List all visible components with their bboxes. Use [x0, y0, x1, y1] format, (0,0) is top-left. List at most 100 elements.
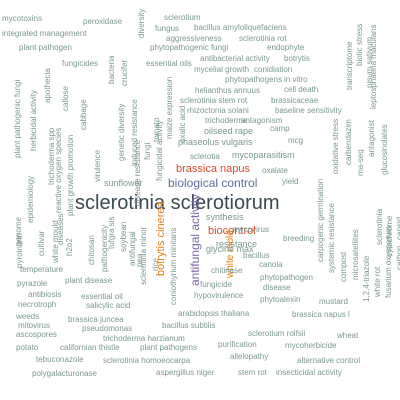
- word-white-rot: white rot: [373, 266, 382, 297]
- word-mustard: mustard: [319, 297, 348, 306]
- word-biological-control: biological control: [168, 176, 258, 190]
- word-oxalic-acid: oxalic acid: [178, 105, 187, 143]
- word-trichoderma: trichoderma: [205, 116, 248, 125]
- word-tebuconazole: tebuconazole: [36, 355, 84, 364]
- word-temperature: temperature: [20, 265, 64, 274]
- word-phytopathogens: phytopathogens: [225, 75, 282, 84]
- word-antibacterial-activity: antibacterial activity: [200, 54, 270, 63]
- word-potato: potato: [16, 343, 39, 352]
- word-helianthus-annuus: helianthus annuus: [195, 86, 260, 95]
- word-pyroinitrin: pyroinitrin: [15, 233, 24, 268]
- word-sclerotium-rolfsii: sclerotium rolfsii: [248, 329, 306, 338]
- word-antifungal-activity: antifungal activity: [188, 193, 202, 286]
- word-bacillus-subtilis: bacillus subtilis: [162, 321, 216, 330]
- word-oxalate: oxalate: [262, 166, 288, 175]
- word-phytopathogen: phytopathogen: [260, 273, 313, 282]
- word-transcriptome: transcriptome: [345, 41, 354, 90]
- word-disease: disease: [263, 283, 291, 292]
- word-necrotroph: necrotroph: [18, 300, 57, 309]
- word-coniothyrium-minitans: coniothyrium minitans: [169, 227, 178, 305]
- word-antagonist: antagonist: [367, 120, 376, 157]
- word-hypovirulence: hypovirulence: [194, 291, 244, 300]
- word-wheat: wheat: [337, 331, 359, 340]
- word-fungicides: fungicides: [62, 59, 99, 68]
- word-phytopathogenic-fungi: phytopathogenic fungi: [150, 43, 229, 52]
- word-conidiation: conidiation: [254, 65, 293, 74]
- word-systemic-resistance: systemic resistance: [327, 203, 336, 273]
- word-sclerotinia-homoeocarpa: sclerotinia homoeocarpa: [103, 356, 191, 365]
- word-fungi: fungi: [143, 142, 152, 160]
- word-leptosphaeria-maculans: leptosphaeria maculans: [369, 24, 378, 110]
- word-sclerotinia: sclerotinia: [375, 208, 384, 245]
- word-sclerotia: sclerotia: [190, 152, 220, 161]
- word-sclerotium: sclerotium: [164, 13, 201, 22]
- word-phytoalexin: phytoalexin: [260, 295, 301, 304]
- word-essential-oils: essential oils: [146, 59, 192, 68]
- word-epidemiology: epidemiology: [26, 175, 35, 223]
- word-cell-death: cell death: [284, 85, 319, 94]
- word-fungus: fungus: [155, 24, 180, 33]
- word-in-vitro: in vitro: [284, 75, 308, 84]
- word-brassica-napus-l: brassica napus l: [292, 310, 350, 319]
- word-plant-disease: plant disease: [65, 276, 113, 285]
- word-sunflower: sunflower: [104, 178, 143, 188]
- word-californian-thistle: californian thistle: [60, 343, 120, 352]
- word-h2o2: h2o2: [65, 238, 74, 256]
- word-breeding: breeding: [283, 234, 315, 243]
- word-soybean: soybean: [119, 221, 128, 252]
- word-fungicidal-activity: fungicidal activity: [155, 120, 164, 181]
- word-chitinase: chitinase: [211, 266, 243, 275]
- word-bacteria: bacteria: [107, 55, 116, 84]
- word-alternative-control: alternative control: [297, 356, 361, 365]
- word-bacillus: bacillus: [243, 251, 270, 260]
- word-yield: yield: [282, 177, 299, 186]
- word-glycine-max: glycine max: [206, 244, 254, 254]
- word-salicylic-acid: salicylic acid: [86, 301, 131, 310]
- word-arabidopsis-thaliana: arabidopsis thaliana: [178, 309, 250, 318]
- word-diversity: diversity: [137, 8, 146, 38]
- word-sclerotinia-sclerotiorum: sclerotinia sclerotiorum: [75, 192, 280, 214]
- word-mcg: mcg: [288, 136, 304, 145]
- word-sclerotinia-stem-rot: sclerotinia stem rot: [180, 96, 248, 105]
- word-plant-pathogens: plant pathogens: [140, 343, 197, 352]
- word-mitovirus: mitovirus: [18, 321, 51, 330]
- word-carpogenic-germination: carpogenic germination: [316, 178, 325, 262]
- word-mycotoxins: mycotoxins: [2, 14, 43, 23]
- word-cultivar: cultivar: [37, 230, 46, 256]
- word-fungicide: fungicide: [200, 280, 233, 289]
- word-carbon: carbon: [395, 245, 400, 270]
- word-antagonism: antagonism: [241, 116, 283, 125]
- word-mycoparasitism: mycoparasitism: [232, 150, 295, 160]
- word-rice: rice: [151, 258, 160, 271]
- word-allelopathy: allelopathy: [230, 352, 269, 361]
- word-trichoderma-spp: trichoderma spp: [47, 127, 56, 185]
- word-sclerotinia-rot: sclerotinia rot: [239, 34, 287, 43]
- word-diseases: diseases: [56, 213, 65, 245]
- word-plant-growth-promotion: plant growth promotion: [66, 134, 75, 216]
- word-carbendazim: carbendazim: [344, 119, 353, 165]
- word-pseudomonas: pseudomonas: [82, 324, 133, 333]
- word-antibiosis: antibiosis: [28, 290, 62, 299]
- word-integrated-management: integrated management: [2, 29, 87, 38]
- word-mycovirus: mycovirus: [233, 225, 270, 234]
- word-disease-resistance: disease resistance: [133, 139, 142, 206]
- word-brassica-napus: brassica napus: [176, 163, 250, 175]
- word-apothecia: apothecia: [43, 68, 52, 103]
- word-chitosan: chitosan: [87, 235, 96, 265]
- word-biocontrol: biocontrol: [208, 225, 256, 237]
- word-crucifer: crucifer: [120, 59, 129, 86]
- word-aspergillus-niger: aspergillus niger: [156, 368, 215, 377]
- word-tufgra-sis: tufgra sis: [107, 216, 116, 249]
- word-fusarium-oxysporum: fusarium oxysporum: [384, 225, 393, 298]
- word-microsatellites: microsatellites: [351, 229, 360, 280]
- word-polygalacturonase: polygalacturonase: [32, 369, 97, 378]
- word-resistance: resistance: [216, 239, 258, 249]
- word-virulence: virulence: [93, 149, 102, 182]
- word-aggressiveness: aggressiveness: [166, 34, 222, 43]
- word-genetic-diversity: genetic diversity: [117, 103, 126, 161]
- word-cabbage: cabbage: [79, 99, 88, 130]
- word-compost: compost: [339, 251, 348, 282]
- word-1-2-4-triazole: 1,2,4-triazole: [362, 255, 371, 302]
- word-maize-expression: maize expression: [165, 76, 174, 139]
